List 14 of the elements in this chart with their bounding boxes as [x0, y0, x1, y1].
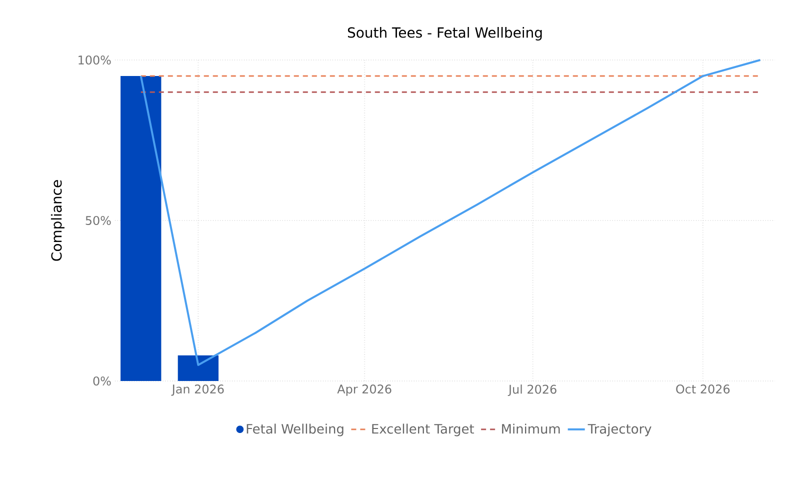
chart-title: South Tees - Fetal Wellbeing [348, 27, 542, 41]
y-tick-label: 50% [86, 216, 111, 226]
y-tick-label: 0% [93, 376, 111, 386]
legend-label: Trajectory [588, 424, 652, 436]
x-tick-label: Jan 2026 [171, 384, 224, 396]
y-tick-label: 100% [78, 55, 111, 65]
y-axis-title: Compliance [50, 180, 64, 261]
legend-label: Excellent Target [372, 424, 474, 436]
x-tick-label: Apr 2026 [337, 384, 392, 396]
legend-label: Fetal Wellbeing [246, 424, 344, 436]
legend-label: Minimum [502, 424, 560, 434]
line-series [140, 58, 762, 366]
x-tick-label: Jul 2026 [508, 384, 556, 396]
x-tick-label: Oct 2026 [676, 384, 730, 394]
